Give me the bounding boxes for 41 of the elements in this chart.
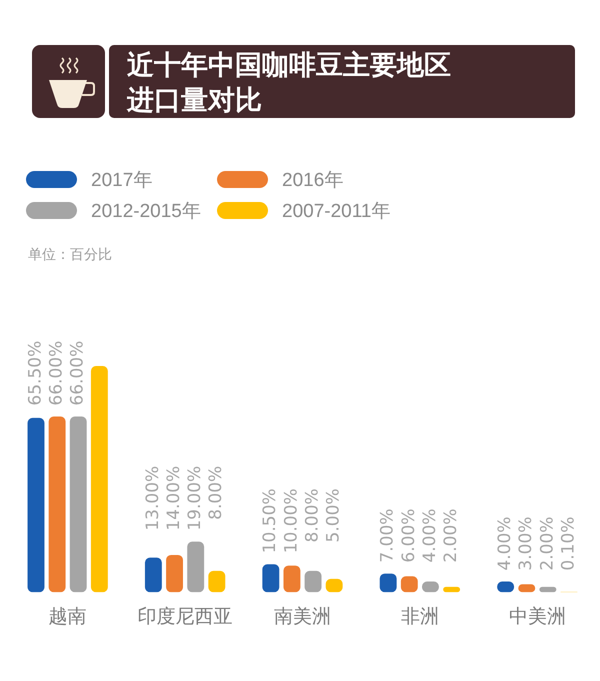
- bar: [304, 570, 322, 592]
- data-label: 2.00%: [537, 516, 558, 571]
- bar: [90, 366, 108, 592]
- data-label: 10.00%: [281, 488, 302, 554]
- chart-title: 近十年中国咖啡豆主要地区进口量对比: [127, 49, 452, 118]
- data-label: 8.00%: [206, 466, 226, 520]
- data-label: 10.50%: [260, 488, 280, 554]
- data-label: 65.50%: [25, 340, 46, 406]
- bar: [70, 416, 87, 592]
- legend-label: 2016年: [282, 168, 344, 192]
- data-label: 13.00%: [142, 466, 163, 531]
- data-label: 66.00%: [68, 340, 88, 406]
- data-label: 3.00%: [516, 516, 536, 571]
- bar: [283, 566, 300, 592]
- data-label: 6.00%: [398, 508, 419, 563]
- bar: [208, 570, 226, 592]
- legend-label: 2007-2011年: [282, 200, 390, 224]
- bar: [187, 542, 204, 592]
- bar: [262, 564, 280, 592]
- x-tick-label: 非洲: [400, 606, 439, 628]
- data-label: 7.00%: [378, 508, 398, 563]
- bar: [28, 418, 44, 592]
- bar: [144, 558, 162, 592]
- data-label: 8.00%: [302, 488, 322, 542]
- data-label: 4.00%: [420, 508, 440, 563]
- data-label: 5.00%: [324, 488, 344, 542]
- data-label: 66.00%: [46, 340, 67, 406]
- data-label: 2.00%: [441, 508, 462, 563]
- data-label: 0.10%: [558, 516, 578, 571]
- x-tick-label: 中美洲: [508, 606, 566, 628]
- bar: [48, 416, 66, 592]
- legend-label: 2012-2015年: [91, 200, 201, 224]
- legend-label: 2017年: [91, 168, 152, 192]
- data-label: 19.00%: [185, 466, 206, 531]
- bar: [166, 554, 183, 592]
- data-label: 14.00%: [164, 466, 184, 531]
- x-tick-label: 越南: [48, 606, 87, 628]
- text: 单位：百分比: [28, 246, 112, 264]
- data-label: 4.00%: [495, 516, 516, 571]
- x-tick-label: 印度尼西亚: [138, 606, 233, 628]
- x-tick-label: 南美洲: [274, 606, 331, 628]
